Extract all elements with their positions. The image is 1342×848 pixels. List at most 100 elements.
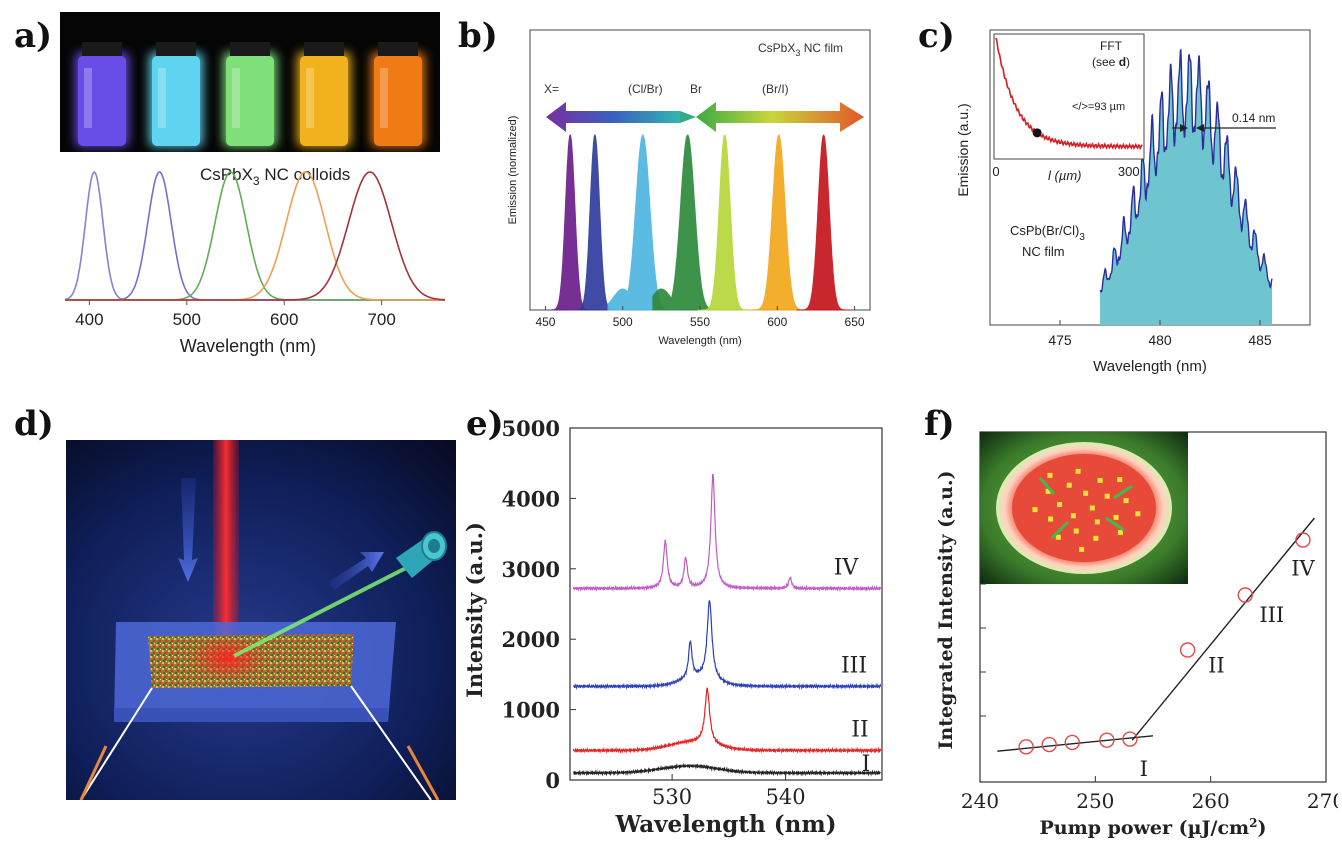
microdisk-nanocrystal bbox=[1117, 530, 1123, 536]
chart-f-point bbox=[1295, 532, 1311, 548]
vial-cap bbox=[378, 42, 418, 56]
arrow-cl-br bbox=[546, 102, 680, 132]
inset-title-2: (see d) bbox=[1092, 55, 1130, 69]
zoom-line-left bbox=[80, 687, 153, 801]
vial bbox=[226, 56, 274, 146]
chart-e-frame bbox=[569, 427, 883, 781]
chart-e-series-IV bbox=[572, 473, 882, 593]
chart-b-xtick-label: 450 bbox=[535, 315, 555, 329]
chart-b-xlabel: Wavelength (nm) bbox=[658, 335, 741, 347]
fwhm-arrow-left bbox=[1180, 124, 1188, 132]
chart-a-series-I bbox=[65, 171, 445, 301]
chart-a-series-Br/I bbox=[65, 171, 445, 301]
chart-a: CsPbX3 NC colloids 400 500 600 700 Wavelengt… bbox=[64, 165, 445, 356]
vial bbox=[300, 56, 348, 146]
chart-b-xtick-label: 550 bbox=[690, 315, 710, 329]
microdisk-nanocrystal bbox=[1104, 493, 1110, 499]
inset-mean-marker bbox=[1032, 128, 1042, 138]
inset-xlabel: l (µm) bbox=[1048, 168, 1081, 183]
emission-beam bbox=[233, 566, 407, 658]
chart-b-xtick-label: 500 bbox=[613, 315, 633, 329]
arrow-br-i bbox=[696, 102, 864, 132]
laser-schematic bbox=[66, 440, 456, 801]
microdisk-nanocrystal bbox=[1048, 516, 1054, 522]
chart-c-xtick-label: 485 bbox=[1248, 332, 1272, 348]
chart-e-xtick-label: 530 bbox=[652, 785, 692, 809]
chart-f-label: III bbox=[1259, 603, 1284, 627]
vial-highlight bbox=[84, 68, 92, 128]
emission-direction-arrow bbox=[328, 552, 384, 590]
inset-xtick-label: 0 bbox=[992, 164, 999, 179]
chart-f-xtick-label: 270 bbox=[1307, 789, 1338, 813]
schematic-background bbox=[66, 440, 456, 800]
chart-b-ylabel: Emission (normalized) bbox=[507, 116, 519, 225]
zoom-line-right bbox=[350, 685, 432, 801]
chart-b-xtick-label: 650 bbox=[845, 315, 865, 329]
chart-c-emission-line bbox=[1099, 48, 1273, 293]
microdisk-nanocrystal bbox=[1057, 502, 1063, 508]
microdisk-nanocrystal bbox=[1094, 519, 1100, 525]
chart-b-clbr: (Cl/Br) bbox=[628, 82, 663, 96]
chart-a-series-Cl bbox=[64, 170, 445, 301]
vial-photo bbox=[60, 12, 440, 152]
fwhm-label: 0.14 nm bbox=[1232, 111, 1275, 125]
chart-b-peak bbox=[796, 134, 851, 311]
zoom-line-right-orange bbox=[406, 745, 440, 801]
panel-d-label: d) bbox=[14, 404, 54, 444]
chart-e-xtick-label: 540 bbox=[766, 785, 806, 809]
microdisk-nanocrystal bbox=[1089, 505, 1095, 511]
panel-e-label: e) bbox=[466, 404, 504, 444]
microdisk-nanocrystal bbox=[1097, 477, 1103, 483]
vial-cap bbox=[230, 42, 270, 56]
film-label-1: CsPb(Br/Cl)3 bbox=[1010, 223, 1085, 243]
chart-f-xlabel: Pump power (µJ/cm2) bbox=[1040, 816, 1267, 839]
vial-cap bbox=[304, 42, 344, 56]
chart-f-label: IV bbox=[1291, 557, 1315, 581]
chart-c-xtick-label: 475 bbox=[1048, 332, 1072, 348]
microdisk-nanocrystal bbox=[1073, 528, 1079, 534]
substrate-edge bbox=[114, 708, 388, 722]
vial-highlight bbox=[380, 68, 388, 128]
chart-b-film-label: CsPbX3 NC film bbox=[758, 41, 843, 58]
microdisk-nanocrystal bbox=[1117, 477, 1123, 483]
chart-a-xlabel: Wavelength (nm) bbox=[180, 336, 316, 356]
chart-f-label: II bbox=[1208, 653, 1225, 677]
vial bbox=[78, 56, 126, 146]
chart-c-ylabel: Emission (a.u.) bbox=[955, 103, 971, 196]
chart-f-point bbox=[1018, 739, 1034, 755]
chart-f-xtick-label: 240 bbox=[961, 789, 999, 813]
laser-schematic-svg bbox=[66, 440, 456, 801]
microdisk-nanocrystal bbox=[1045, 488, 1051, 494]
arrow-tip-left bbox=[680, 111, 696, 123]
vial bbox=[374, 56, 422, 146]
chart-e-series-II bbox=[572, 687, 882, 755]
microdisk-nanocrystal bbox=[1123, 498, 1129, 504]
chart-b: CsPbX3 NC film X= (Cl/Br) Br (Br/I) 450 5… bbox=[507, 29, 871, 347]
chart-f-label: I bbox=[1140, 757, 1148, 781]
chart-e-ylabel: Intensity (a.u.) bbox=[462, 522, 487, 698]
zoom-line-left-orange bbox=[79, 745, 108, 801]
vial-cap bbox=[82, 42, 122, 56]
microdisk-nanocrystal bbox=[1047, 472, 1053, 478]
chart-e-xlabel: Wavelength (nm) bbox=[614, 811, 836, 838]
chart-e-ytick-label: 5000 bbox=[502, 416, 560, 441]
chart-e-series-label: II bbox=[851, 717, 868, 742]
chart-a-xtick-label: 600 bbox=[270, 310, 298, 329]
film-label-2: NC film bbox=[1022, 244, 1065, 259]
detector bbox=[396, 531, 447, 578]
chart-e-ytick-label: 0 bbox=[545, 768, 560, 793]
chart-f-ylabel: Integrated Intensity (a.u.) bbox=[935, 471, 957, 750]
chart-e-ytick-label: 4000 bbox=[502, 486, 560, 511]
panel-a-label: a) bbox=[14, 16, 53, 56]
microdisk-nanocrystal bbox=[1079, 546, 1085, 552]
chart-a-title: CsPbX3 NC colloids bbox=[200, 165, 350, 188]
fit-line-above-threshold bbox=[1131, 517, 1316, 741]
microdisk-nanocrystal bbox=[1113, 514, 1119, 520]
inset-frame bbox=[993, 33, 1145, 160]
chart-c-xlabel: Wavelength (nm) bbox=[1093, 358, 1207, 375]
chart-e-series-I bbox=[572, 762, 881, 777]
panel-b-label: b) bbox=[458, 16, 498, 56]
chart-f-point bbox=[1041, 736, 1057, 753]
